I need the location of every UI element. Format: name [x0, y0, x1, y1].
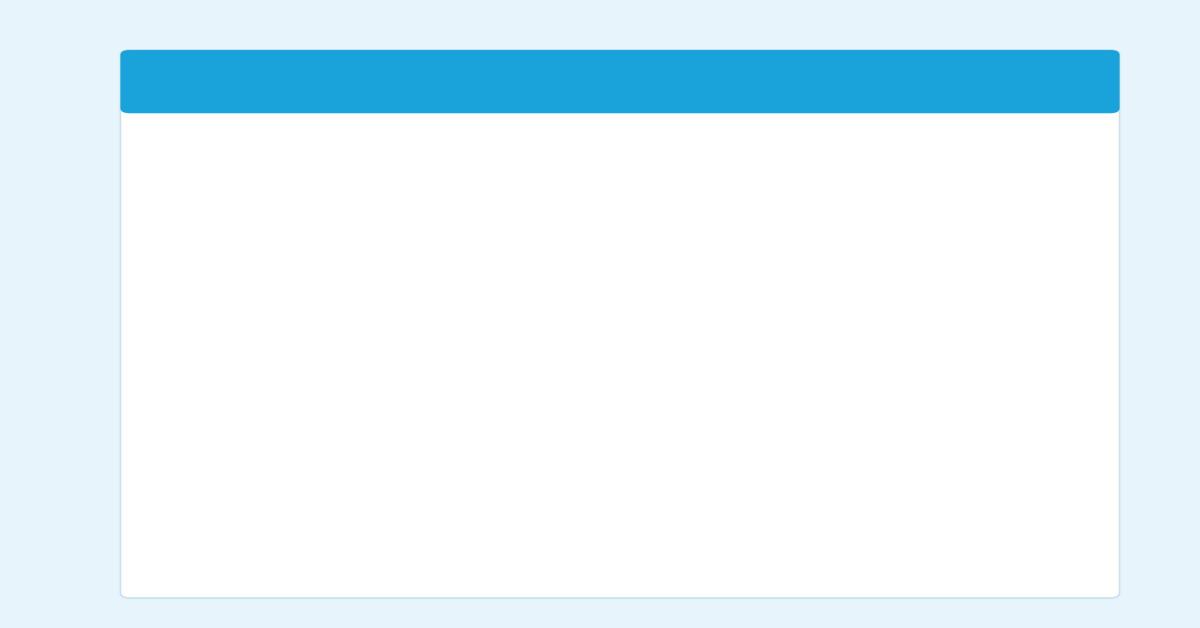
Text: Task-specific fine tuning.: Task-specific fine tuning.: [725, 409, 876, 423]
Text: GPT: GPT: [725, 74, 757, 89]
Text: Objective: Objective: [146, 260, 204, 273]
Text: Feature: Feature: [146, 74, 210, 89]
Text: BERT employs Masked Language Modeling
(MLM), where some of the input tokens are
: BERT employs Masked Language Modeling (M…: [328, 180, 596, 246]
Text: GPT uses Autoregressive Language Modeling,
where each token is predicted based o: GPT uses Autoregressive Language Modelin…: [725, 180, 1004, 228]
Text: BERT: BERT: [328, 74, 370, 89]
Text: GPT focuses on token-level context
understanding in an autoregressive manner.: GPT focuses on token-level context under…: [725, 452, 997, 482]
Text: BERT is pre-trained on general purpose
text data.: BERT is pre-trained on general purpose t…: [328, 349, 568, 379]
Text: BERT utilizes the transformer architecture
for natural language processing tasks: BERT utilizes the transformer architectu…: [328, 122, 584, 153]
Text: Context
understanding: Context understanding: [146, 452, 235, 482]
Text: Model type: Model type: [146, 122, 214, 135]
Text: GPT utilizes the transformer architecture
for natural language processing tasks.: GPT utilizes the transformer architectur…: [725, 122, 974, 153]
Text: BERT focuses on bidirectional context
understanding by considering both
precedin: BERT focuses on bidirectional context un…: [328, 260, 569, 325]
Text: GPT has unidirectional context understanding,
as it generates predictions solely: GPT has unidirectional context understan…: [725, 260, 1012, 308]
Text: Task-specific fine tuning.: Task-specific fine tuning.: [328, 409, 479, 423]
Text: BERT is not primarily designed for
language generation tasks.: BERT is not primarily designed for langu…: [328, 524, 535, 555]
Text: Fine-tuning: Fine-tuning: [146, 409, 215, 423]
Text: GPT is also pre-trained on general
purpose text data.: GPT is also pre-trained on general purpo…: [725, 349, 932, 379]
Text: Training data: Training data: [146, 349, 226, 362]
Text: BERT achieves word-level context
understanding by considering
bidirectional rela: BERT achieves word-level context underst…: [328, 452, 576, 500]
Text: GPT excels in language generation, as it can
generate coherent and contextually : GPT excels in language generation, as it…: [725, 524, 1031, 555]
Text: Language generation
( generation of
human-like text): Language generation ( generation of huma…: [146, 524, 277, 572]
Text: Pre-training
Approach: Pre-training Approach: [146, 180, 217, 210]
